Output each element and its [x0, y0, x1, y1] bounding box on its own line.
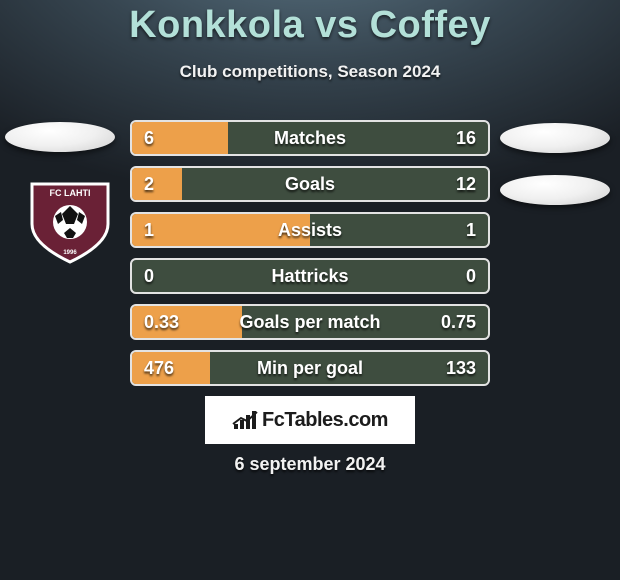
stat-value-right: 133 [446, 352, 476, 384]
player-left-avatar [5, 122, 115, 152]
stat-label: Min per goal [132, 352, 488, 384]
page-title: Konkkola vs Coffey [0, 4, 620, 47]
stat-label: Goals [132, 168, 488, 200]
brand-icon [232, 409, 258, 431]
stats-panel: 6Matches16 2Goals12 1Assists1 0Hattricks0 0.… [130, 120, 490, 396]
stat-value-right: 0 [466, 260, 476, 292]
stat-row: 476Min per goal133 [130, 350, 490, 386]
stat-label: Hattricks [132, 260, 488, 292]
stat-label: Assists [132, 214, 488, 246]
svg-text:FC LAHTI: FC LAHTI [50, 188, 91, 198]
stat-row: 0.33Goals per match0.75 [130, 304, 490, 340]
stat-row: 0Hattricks0 [130, 258, 490, 294]
stat-label: Goals per match [132, 306, 488, 338]
stat-value-right: 12 [456, 168, 476, 200]
stat-label: Matches [132, 122, 488, 154]
brand-text: FcTables.com [262, 409, 388, 432]
date-label: 6 september 2024 [0, 454, 620, 475]
stat-row: 1Assists1 [130, 212, 490, 248]
brand-bar[interactable]: FcTables.com [205, 396, 415, 444]
team-badge: FC LAHTI 1996 [28, 178, 112, 264]
stat-value-right: 0.75 [441, 306, 476, 338]
subtitle: Club competitions, Season 2024 [0, 62, 620, 82]
player-right-avatar [500, 123, 610, 153]
stat-row: 2Goals12 [130, 166, 490, 202]
stat-value-right: 1 [466, 214, 476, 246]
svg-text:1996: 1996 [63, 250, 77, 256]
player-right-badge-placeholder [500, 175, 610, 205]
stat-value-right: 16 [456, 122, 476, 154]
stat-row: 6Matches16 [130, 120, 490, 156]
